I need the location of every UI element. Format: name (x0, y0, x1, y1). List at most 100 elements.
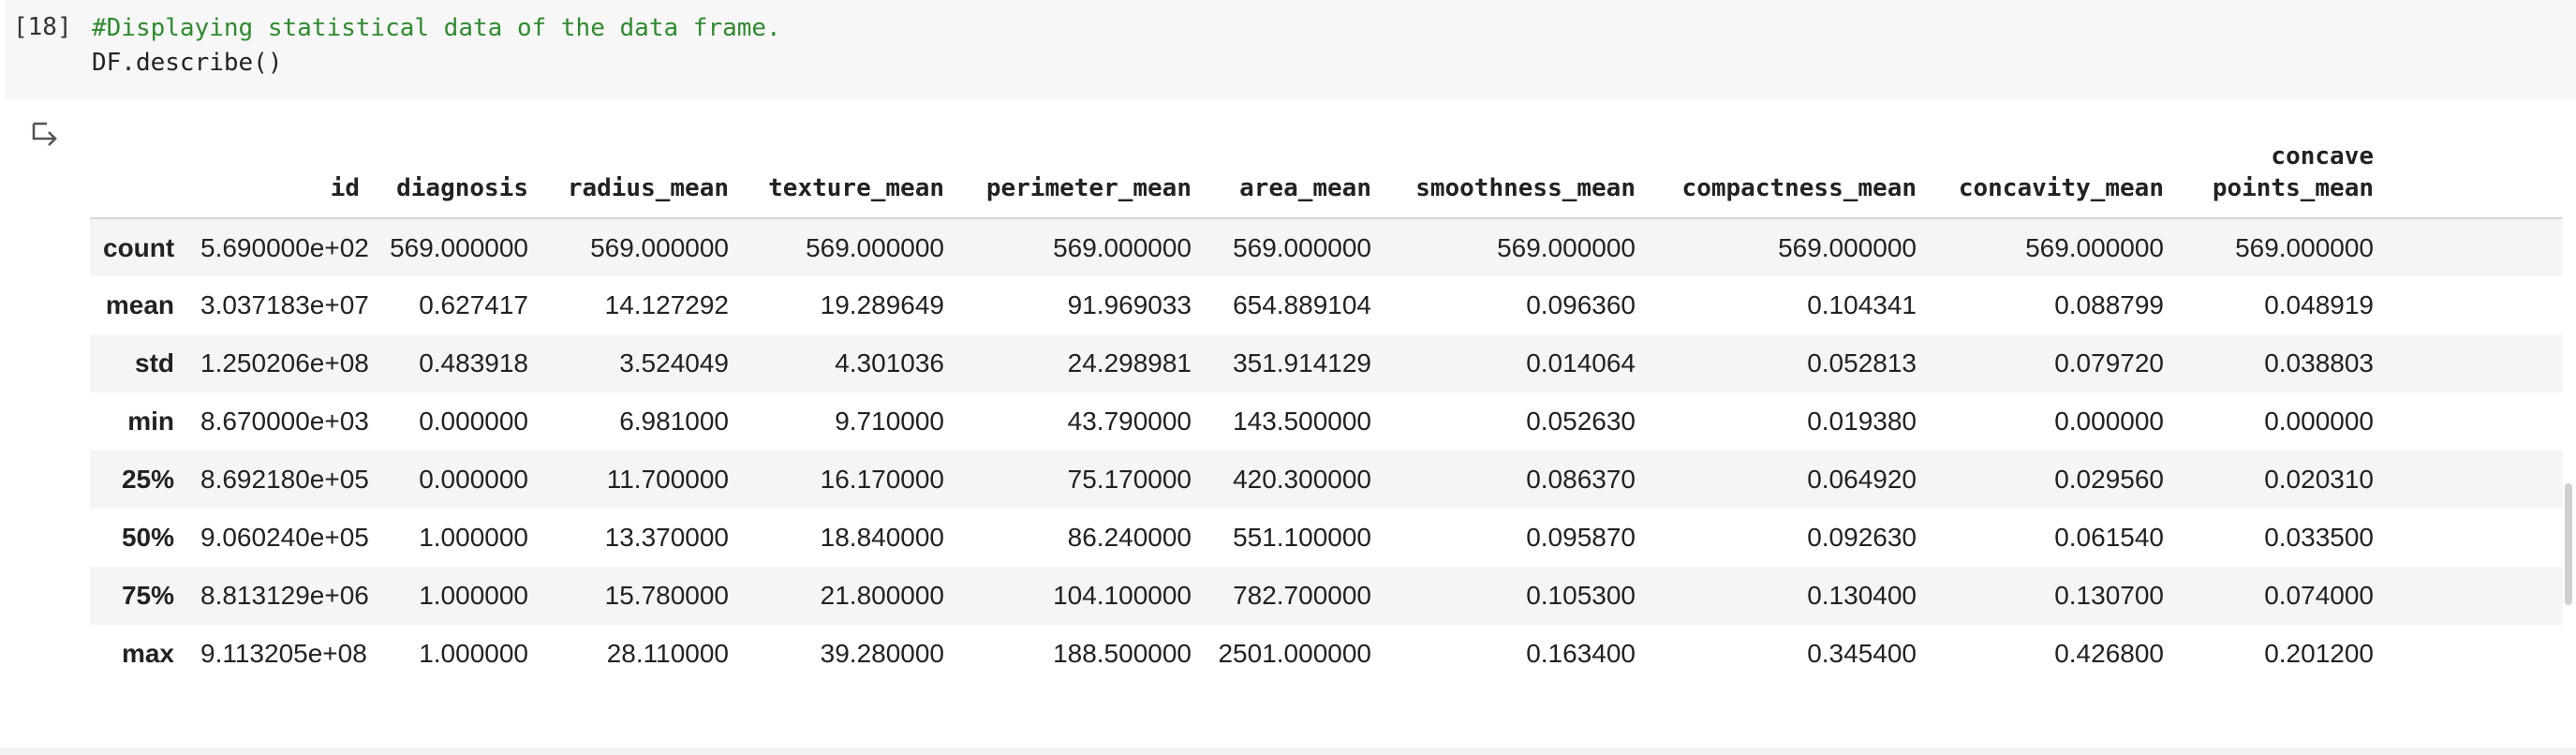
table-cell: 2501.000000 (1218, 639, 1371, 668)
table-cell: 0.130700 (2054, 581, 2164, 610)
table-cell: 0.079720 (2054, 348, 2164, 378)
table-cell: 0.106000 (2387, 392, 2563, 451)
table-cell: 9.060240e+05 (200, 523, 369, 552)
table-cell: 569.000000 (2387, 218, 2563, 276)
table-cell: 0.130400 (1807, 581, 1917, 610)
table-cell: 14.127292 (604, 290, 729, 319)
table-row: 25% 8.692180e+05 0.000000 11.700000 16.17000… (90, 451, 2563, 509)
table-cell: 9.710000 (835, 407, 944, 436)
table-row: 75% 8.813129e+06 1.000000 15.780000 21.80000… (90, 567, 2563, 625)
column-header: area_mean (1205, 118, 1384, 219)
table-cell: 0.033500 (2264, 523, 2374, 552)
table-cell: 569.000000 (2235, 232, 2374, 262)
table-cell: 0.000000 (2054, 407, 2164, 436)
table-header-row: id diagnosis radius_mean texture_mean perime… (90, 118, 2563, 219)
table-cell: 420.300000 (1233, 465, 1371, 494)
table-cell: 0.092630 (1807, 523, 1917, 552)
table-cell: 0.105300 (1526, 581, 1636, 610)
code-cell[interactable]: [18] #Displaying statistical data of the… (6, 0, 2576, 99)
table-cell: 0.038803 (2264, 348, 2374, 378)
table-cell: 43.790000 (1067, 407, 1192, 436)
table-cell: 0.161900 (2387, 451, 2563, 509)
table-cell: 0.000000 (419, 465, 528, 494)
column-header: radius_mean (541, 118, 742, 219)
table-cell: 1.250206e+08 (200, 348, 369, 378)
column-header: concavity_mean (1930, 118, 2177, 219)
execution-count: [18] (13, 13, 72, 41)
table-cell: 0.345400 (1807, 639, 1917, 668)
table-cell: 143.500000 (1233, 407, 1371, 436)
table-cell: 19.289649 (820, 290, 944, 319)
table-cell: 569.000000 (390, 232, 528, 262)
column-header: symmetry_mean (2387, 118, 2563, 219)
table-cell: 0.096360 (1526, 290, 1636, 319)
code-line: DF.describe() (92, 49, 283, 77)
table-cell: 16.170000 (820, 465, 944, 494)
column-header: concave points_mean (2177, 118, 2387, 219)
table-row: min 8.670000e+03 0.000000 6.981000 9.710000 4… (90, 392, 2563, 451)
table-cell: 569.000000 (806, 232, 944, 262)
table-cell: 15.780000 (604, 581, 729, 610)
table-cell: 6.981000 (619, 407, 729, 436)
table-cell: 4.301036 (835, 348, 944, 378)
table-cell: 0.052630 (1526, 407, 1636, 436)
code-editor[interactable]: #Displaying statistical data of the data… (92, 11, 781, 81)
describe-table: id diagnosis radius_mean texture_mean perime… (90, 118, 2563, 680)
column-header: texture_mean (742, 118, 957, 219)
table-body: count 5.690000e+02 569.000000 569.000000 569… (90, 218, 2563, 680)
table-cell: 0.000000 (419, 407, 528, 436)
table-cell: 18.840000 (820, 523, 944, 552)
table-cell: 351.914129 (1233, 348, 1371, 378)
row-label: count (103, 232, 175, 262)
table-cell: 0.048919 (2264, 290, 2374, 319)
table-cell: 0.074000 (2264, 581, 2374, 610)
table-cell: 0.179200 (2387, 509, 2563, 567)
table-cell: 654.889104 (1233, 290, 1371, 319)
table-cell: 0.163400 (1526, 639, 1636, 668)
table-cell: 11.700000 (606, 465, 729, 494)
table-cell: 0.052813 (1807, 348, 1917, 378)
cell-divider (0, 748, 2576, 755)
column-header: diagnosis (373, 118, 541, 219)
table-cell: 8.692180e+05 (200, 465, 369, 494)
table-cell: 8.813129e+06 (200, 581, 369, 610)
table-cell: 0.627417 (419, 290, 528, 319)
table-row: count 5.690000e+02 569.000000 569.000000 569… (90, 218, 2563, 276)
table-cell: 8.670000e+03 (200, 407, 369, 436)
table-cell: 0.201200 (2264, 639, 2374, 668)
table-cell: 569.000000 (1778, 232, 1917, 262)
row-label: 75% (121, 581, 174, 610)
table-row: mean 3.037183e+07 0.627417 14.127292 19.2896… (90, 276, 2563, 334)
table-cell: 0.064920 (1807, 465, 1917, 494)
table-cell: 0.181162 (2387, 276, 2563, 334)
column-header: smoothness_mean (1384, 118, 1649, 219)
table-cell: 0.027414 (2387, 334, 2563, 392)
table-cell: 0.029560 (2054, 465, 2164, 494)
table-cell: 1.000000 (419, 523, 528, 552)
table-cell: 0.061540 (2054, 523, 2164, 552)
table-cell: 0.104341 (1807, 290, 1917, 319)
vertical-scrollbar[interactable] (2565, 483, 2572, 605)
table-cell: 569.000000 (590, 232, 729, 262)
table-cell: 104.100000 (1053, 581, 1192, 610)
table-cell: 0.019380 (1807, 407, 1917, 436)
table-cell: 3.524049 (619, 348, 729, 378)
table-cell: 91.969033 (1067, 290, 1192, 319)
table-row: max 9.113205e+08 1.000000 28.110000 39.28000… (90, 625, 2563, 680)
table-cell: 551.100000 (1233, 523, 1371, 552)
table-cell: 0.095870 (1526, 523, 1636, 552)
row-label: std (135, 348, 174, 378)
table-cell: 0.020310 (2264, 465, 2374, 494)
column-header: perimeter_mean (957, 118, 1205, 219)
table-cell: 9.113205e+08 (200, 639, 367, 668)
output-area[interactable]: id diagnosis radius_mean texture_mean perime… (90, 118, 2563, 680)
table-cell: 5.690000e+02 (200, 232, 369, 262)
output-arrow-icon[interactable] (28, 120, 62, 154)
table-cell: 188.500000 (1053, 639, 1192, 668)
table-cell: 0.000000 (2264, 407, 2374, 436)
table-cell: 86.240000 (1067, 523, 1192, 552)
table-row: 50% 9.060240e+05 1.000000 13.370000 18.84000… (90, 509, 2563, 567)
table-cell: 13.370000 (604, 523, 729, 552)
code-comment-line: #Displaying statistical data of the data… (92, 14, 781, 42)
row-label: min (127, 407, 174, 436)
